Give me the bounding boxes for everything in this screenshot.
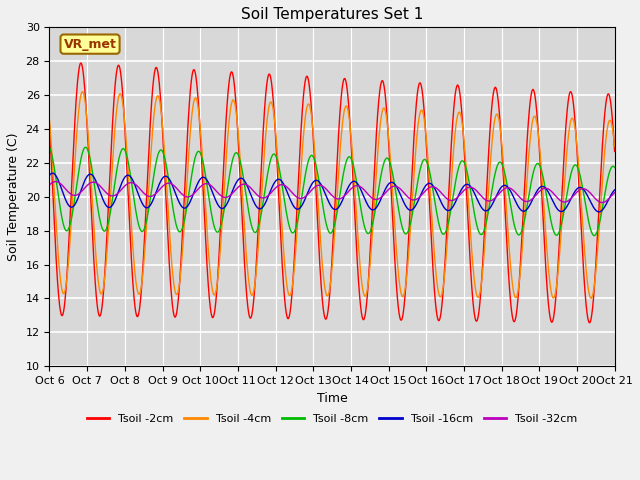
- Tsoil -2cm: [204, 270, 211, 276]
- Tsoil -4cm: [611, 142, 618, 148]
- Tsoil -8cm: [611, 165, 618, 170]
- Line: Tsoil -16cm: Tsoil -16cm: [49, 173, 614, 212]
- Tsoil -4cm: [397, 291, 405, 297]
- Tsoil -16cm: [557, 209, 565, 215]
- Tsoil -16cm: [49, 170, 56, 176]
- Tsoil -2cm: [557, 207, 565, 213]
- Tsoil -8cm: [397, 220, 405, 226]
- Tsoil -2cm: [397, 317, 405, 323]
- Title: Soil Temperatures Set 1: Soil Temperatures Set 1: [241, 7, 423, 22]
- Legend: Tsoil -2cm, Tsoil -4cm, Tsoil -8cm, Tsoil -16cm, Tsoil -32cm: Tsoil -2cm, Tsoil -4cm, Tsoil -8cm, Tsoi…: [83, 409, 582, 429]
- Tsoil -4cm: [45, 117, 53, 123]
- Tsoil -16cm: [595, 209, 603, 215]
- Tsoil -8cm: [387, 165, 395, 170]
- Tsoil -16cm: [387, 180, 395, 185]
- Tsoil -16cm: [611, 187, 618, 193]
- Tsoil -32cm: [52, 179, 60, 184]
- Tsoil -4cm: [611, 144, 618, 149]
- Tsoil -32cm: [167, 180, 175, 186]
- Y-axis label: Soil Temperature (C): Soil Temperature (C): [7, 132, 20, 261]
- Tsoil -32cm: [611, 190, 618, 195]
- Tsoil -2cm: [167, 283, 175, 288]
- Tsoil -8cm: [82, 144, 90, 150]
- Tsoil -8cm: [204, 185, 211, 191]
- Tsoil -4cm: [167, 247, 175, 253]
- Tsoil -16cm: [397, 193, 405, 199]
- Tsoil -4cm: [557, 231, 565, 237]
- Tsoil -8cm: [167, 191, 175, 196]
- Tsoil -4cm: [204, 234, 211, 240]
- Tsoil -32cm: [204, 181, 211, 187]
- Tsoil -2cm: [611, 149, 618, 155]
- Tsoil -2cm: [77, 60, 84, 66]
- Tsoil -2cm: [45, 122, 53, 128]
- Tsoil -4cm: [588, 295, 595, 301]
- Tsoil -32cm: [387, 184, 395, 190]
- Tsoil -2cm: [387, 190, 395, 196]
- Tsoil -32cm: [397, 187, 405, 192]
- Tsoil -16cm: [611, 187, 618, 193]
- Line: Tsoil -4cm: Tsoil -4cm: [49, 92, 614, 298]
- Tsoil -32cm: [45, 182, 53, 188]
- Tsoil -32cm: [611, 190, 618, 195]
- Line: Tsoil -32cm: Tsoil -32cm: [49, 181, 614, 203]
- Tsoil -2cm: [586, 320, 593, 325]
- Line: Tsoil -8cm: Tsoil -8cm: [49, 147, 614, 236]
- Tsoil -16cm: [45, 172, 53, 178]
- Tsoil -8cm: [45, 144, 53, 150]
- Tsoil -16cm: [204, 178, 211, 184]
- Tsoil -8cm: [611, 164, 618, 170]
- Tsoil -8cm: [557, 223, 565, 228]
- Tsoil -32cm: [557, 198, 565, 204]
- Tsoil -32cm: [598, 200, 606, 205]
- Tsoil -16cm: [167, 179, 175, 184]
- Tsoil -2cm: [611, 146, 618, 152]
- Tsoil -8cm: [590, 233, 598, 239]
- Tsoil -4cm: [387, 169, 395, 175]
- Line: Tsoil -2cm: Tsoil -2cm: [49, 63, 614, 323]
- Text: VR_met: VR_met: [63, 37, 116, 50]
- X-axis label: Time: Time: [317, 392, 348, 405]
- Tsoil -4cm: [79, 89, 86, 95]
